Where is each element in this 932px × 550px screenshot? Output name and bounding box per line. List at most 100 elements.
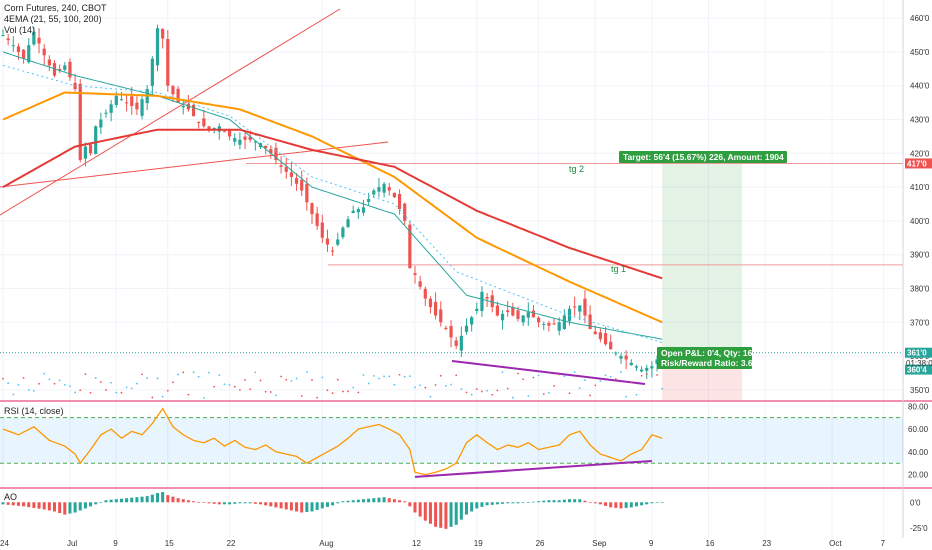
ema-line-3 [2,91,663,324]
volume-dot [439,374,442,377]
x-tick-label: 12 [412,539,421,548]
risk-reward-label: Risk/Reward Ratio: 3.65 [661,358,758,368]
volume-dot [661,387,664,390]
candle-body [58,69,62,71]
candle-body [78,83,82,161]
ao-bar [109,499,113,503]
candle-body [155,28,160,66]
candle-body [336,239,340,245]
candle-body [392,192,396,198]
ao-bar [475,502,479,509]
countdown-label: 01:38:0 [906,359,932,368]
ao-bar [465,502,468,515]
candle-body [434,301,438,316]
volume-dot [578,387,581,390]
ao-bar [593,502,597,504]
volume-dot [450,383,452,386]
grid [0,0,932,538]
candle-body [382,183,386,193]
rsi-tick-label: 40.00 [908,448,929,457]
volume-dot [460,388,463,390]
ao-tick-label: 0'0 [910,498,921,507]
ao-panel[interactable] [1,492,664,529]
candle-body [557,322,561,331]
ao-bar [398,500,402,503]
volume-dot [372,374,375,377]
volume-dot [532,376,535,379]
price-panel[interactable]: Target: 56'4 (15.67%) 226, Amount: 1904 O… [0,8,903,400]
ao-bar [547,500,551,503]
candle-body [63,65,67,70]
ao-bar [356,499,360,503]
ao-bar [135,497,139,503]
ao-bar [645,502,649,505]
ao-bar [83,502,87,509]
volume-dot [84,373,87,376]
candle-body [88,144,93,154]
x-tick-label: 9 [113,539,118,548]
volume-dot [553,385,555,387]
ema-line-1 [2,51,663,340]
ao-bar [588,502,592,503]
ao-bar [531,501,535,503]
ao-bar [264,502,268,506]
target-box [619,151,787,163]
candle-body [253,141,257,143]
x-tick-label: 7 [881,539,886,548]
open-pnl-label: Open P&L: 0'4, Qty: 16 [661,348,753,358]
trendline [0,141,389,188]
rsi-tick-label: 20.00 [908,471,929,480]
volume-dot [486,389,488,392]
volume-dot [259,379,262,382]
ao-bar [470,502,474,512]
ao-bar [119,498,123,503]
ao-bar [511,502,515,504]
volume-dot [651,372,653,375]
candle-body [305,183,309,203]
rsi-panel[interactable] [0,407,903,478]
x-tick-label: 26 [536,539,545,548]
ao-bar [186,500,190,503]
volume-dot [378,377,380,380]
ao-bar [325,502,329,507]
y-tick-label: 450'0 [910,48,930,57]
candle-body [537,317,541,323]
y-tick-label: 370'0 [910,318,930,327]
legend-vol: Vol (14) [4,25,36,35]
candle-body [614,352,618,354]
y-tick-label: 390'0 [910,251,930,260]
volume-dot [89,391,92,394]
volume-dot [630,381,633,384]
ao-bar [444,502,448,529]
volume-dot [244,378,246,381]
ao-bar [619,502,623,509]
trendline [0,8,341,216]
ao-bar [269,502,273,507]
price-tag-label: 361'0 [907,349,927,358]
volume-dot [527,394,530,397]
ao-bar [377,497,381,503]
ao-bar [99,502,103,503]
ao-bar [238,502,242,504]
price-tag [905,364,932,375]
ao-bar [526,502,530,503]
volume-dot [254,371,257,374]
ao-bar [485,502,489,506]
volume-dot [573,371,576,373]
volume-dot [300,395,303,397]
ao-bar [202,502,206,503]
target-label: Target: 56'4 (15.67%) 226, Amount: 1904 [623,152,784,162]
ao-bar [16,502,20,506]
ao-bar [161,492,165,503]
ao-bar [47,502,51,511]
ao-bar [243,502,247,504]
candle-body [315,213,319,226]
volume-dot [537,374,540,377]
ao-bar [233,502,237,504]
ao-bar [171,496,175,503]
ao-bar [295,502,299,512]
volume-dot [136,382,138,385]
candle-body [320,222,324,238]
ao-bar [94,502,98,505]
